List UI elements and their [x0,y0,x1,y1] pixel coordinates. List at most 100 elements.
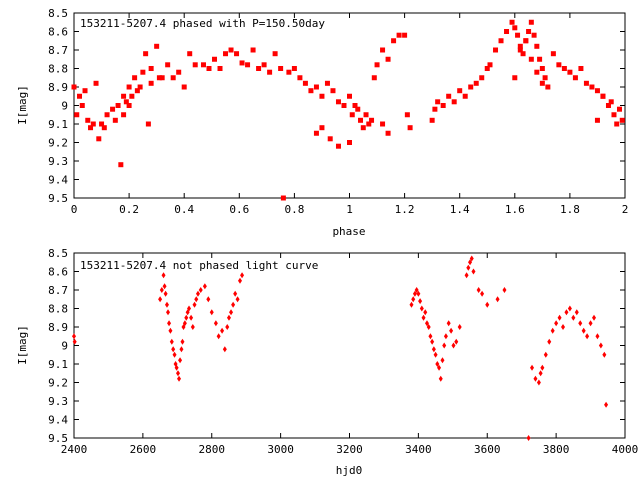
data-point [592,314,597,321]
y-tick-label: 9.1 [48,118,68,131]
data-point [440,357,445,364]
data-point [534,69,540,75]
data-point [148,66,154,71]
data-point [574,309,579,316]
data-point [446,93,452,99]
data-point [82,88,88,94]
data-point [194,296,199,303]
data-point [504,29,510,34]
data-point [115,103,121,108]
data-point [234,51,240,57]
data-point [561,66,567,71]
data-point [430,338,435,345]
x-tick-label: 1 [346,203,353,216]
data-point [261,62,267,68]
data-point [176,69,182,75]
data-point [164,301,169,308]
data-point [319,125,325,131]
data-points [71,19,625,201]
data-point [239,60,245,66]
y-axis-label: I[mag] [16,325,29,365]
y-tick-label: 9.2 [48,377,68,390]
data-point [278,66,284,71]
data-point [245,62,251,68]
x-tick-label: 4000 [612,443,639,456]
data-point [616,106,622,112]
data-point [200,62,206,68]
data-point [360,125,366,131]
data-point [498,38,504,44]
data-point [391,38,397,44]
data-point [217,66,223,71]
data-point [512,75,518,81]
data-point [543,351,548,358]
data-point [267,69,273,75]
data-point [308,88,314,94]
y-tick-label: 8.7 [48,284,68,297]
data-point [167,320,172,327]
data-point [454,338,459,345]
data-point [240,272,245,279]
y-tick-label: 8.7 [48,44,68,57]
data-point [324,80,330,86]
data-point [509,19,515,25]
axis-ticks: 2400 2600 2800 3000 3200 3400 3600 3800 4000 8.5 8… [48,247,638,456]
chart-title: 153211-5207.4 phased with P=150.50day [80,17,325,30]
x-tick-label: 0.6 [229,203,249,216]
y-tick-label: 9.2 [48,137,68,150]
data-point [404,112,410,118]
data-point [578,66,584,71]
data-point [126,103,132,108]
data-point [600,93,606,99]
data-point [526,29,532,34]
data-point [184,314,189,321]
y-tick-label: 9.1 [48,358,68,371]
x-tick-label: 3600 [474,443,501,456]
data-point [168,327,173,334]
data-point [567,305,572,312]
x-tick-label: 2800 [199,443,226,456]
data-point [101,125,107,131]
y-tick-label: 9.5 [48,192,68,205]
data-point [371,75,377,81]
chart-title: 153211-5207.4 not phased light curve [80,259,318,272]
data-point [297,75,303,81]
data-point [174,364,179,371]
data-point [327,136,333,142]
y-tick-label: 9.3 [48,155,68,168]
data-point [419,305,424,312]
data-point [611,112,617,118]
data-point [479,75,485,81]
data-point [485,301,490,308]
data-point [118,162,124,168]
data-point [396,32,402,38]
data-point [154,43,160,49]
data-point [132,75,138,81]
data-point [412,290,417,297]
data-point [110,106,116,112]
data-point [466,264,471,271]
data-point [476,287,481,293]
x-tick-label: 3200 [336,443,363,456]
y-tick-label: 8.8 [48,63,68,76]
data-point [443,333,448,340]
data-point [363,112,369,118]
data-point [409,301,414,308]
plot-frame [73,252,626,439]
data-point [583,80,589,86]
data-point [428,333,433,340]
data-point [605,103,611,108]
data-point [495,296,500,303]
y-tick-label: 9.4 [48,174,68,187]
data-point [229,309,234,316]
data-point [179,346,184,353]
x-tick-label: 1.8 [560,203,580,216]
data-point [589,84,595,90]
data-point [90,121,96,127]
data-point [347,93,352,99]
data-point [426,324,431,330]
data-point [74,112,80,118]
data-point [602,351,607,358]
data-point [341,103,347,108]
data-point [161,272,166,279]
